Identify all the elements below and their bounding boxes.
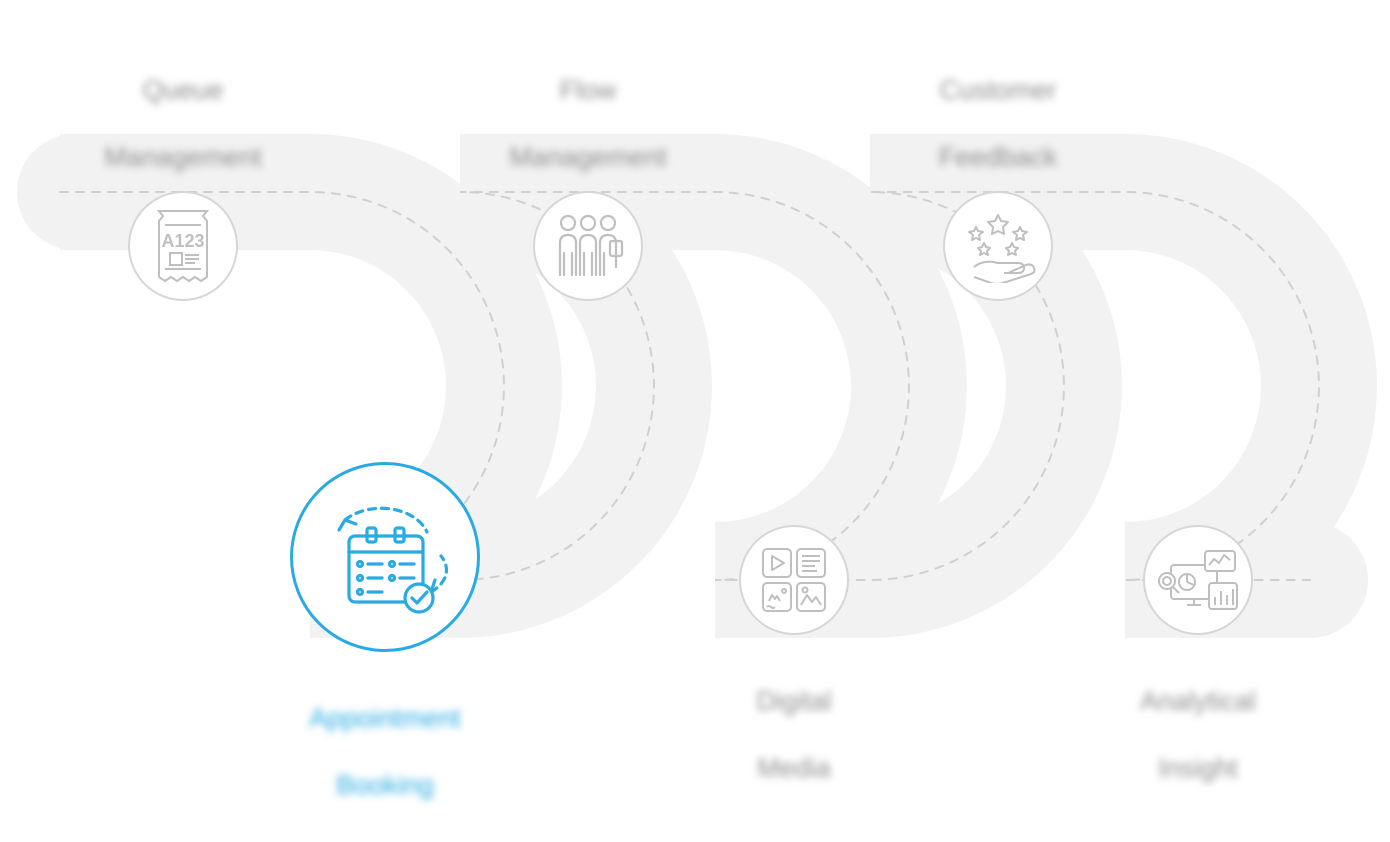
analytics-icon xyxy=(1155,543,1241,617)
node-circle xyxy=(943,191,1053,301)
node-circle xyxy=(533,191,643,301)
label-line1: Queue xyxy=(142,75,223,105)
label-line2: Feedback xyxy=(939,142,1058,172)
node-label: Queue Management xyxy=(104,40,262,175)
label-line2: Insight xyxy=(1158,753,1238,783)
node-label: Customer Feedback xyxy=(939,40,1058,175)
node-label: Analytical Insight xyxy=(1140,651,1256,786)
node-flow-management: Flow Management xyxy=(468,40,708,301)
node-label-active: Appointment Booking xyxy=(309,668,461,803)
node-analytical-insight: Analytical Insight xyxy=(1078,525,1318,786)
label-line1: Customer xyxy=(939,75,1056,105)
node-circle xyxy=(1143,525,1253,635)
node-circle xyxy=(739,525,849,635)
svg-text:A123: A123 xyxy=(161,231,204,251)
node-label: Digital Media xyxy=(756,651,831,786)
label-line2: Media xyxy=(757,753,831,783)
label-line2: Management xyxy=(104,142,262,172)
node-customer-feedback: Customer Feedback xyxy=(878,40,1118,301)
node-digital-media: Digital Media xyxy=(674,525,914,786)
node-circle-active xyxy=(290,462,480,652)
label-line2: Management xyxy=(509,142,667,172)
people-icon xyxy=(548,211,628,281)
node-appointment-booking: Appointment Booking xyxy=(245,462,525,803)
label-line1: Analytical xyxy=(1140,686,1256,716)
label-line1: Appointment xyxy=(309,703,461,733)
node-circle: A123 xyxy=(128,191,238,301)
stars-hand-icon xyxy=(956,209,1040,283)
label-line1: Digital xyxy=(756,686,831,716)
node-label: Flow Management xyxy=(509,40,667,175)
label-line1: Flow xyxy=(559,75,616,105)
calendar-check-icon xyxy=(315,492,455,622)
label-line2: Booking xyxy=(336,770,434,800)
media-grid-icon xyxy=(757,543,831,617)
node-queue-management: Queue Management A123 xyxy=(63,40,303,301)
ticket-icon: A123 xyxy=(151,207,215,285)
